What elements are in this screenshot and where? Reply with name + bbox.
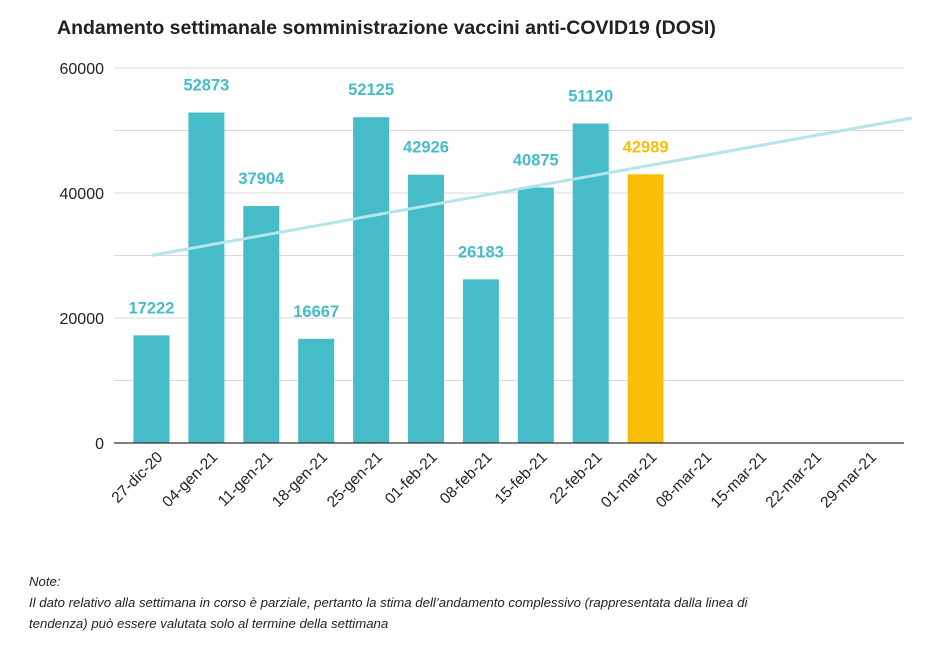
bar <box>408 174 444 443</box>
x-tick-label: 15-mar-21 <box>708 449 771 512</box>
y-tick-label: 40000 <box>60 186 105 203</box>
data-label: 37904 <box>238 170 285 188</box>
bars <box>133 112 664 443</box>
x-tick-label: 08-feb-21 <box>437 449 496 508</box>
x-axis-labels: 27-dic-2004-gen-2111-gen-2118-gen-2125-g… <box>109 449 880 512</box>
x-tick-label: 25-gen-21 <box>324 449 386 511</box>
data-label: 52873 <box>183 77 229 95</box>
bar <box>353 117 390 443</box>
x-tick-label: 01-feb-21 <box>382 449 441 508</box>
bar <box>188 112 225 443</box>
data-label: 16667 <box>293 303 339 321</box>
bar <box>462 279 499 443</box>
data-label: 40875 <box>513 152 559 170</box>
data-label: 42989 <box>623 138 669 156</box>
x-tick-label: 27-dic-20 <box>109 449 167 507</box>
y-tick-label: 0 <box>95 436 104 453</box>
bar-chart: 0 20000 40000 60000 17222 52873 37904 16667 521… <box>60 61 913 512</box>
bar <box>243 206 280 443</box>
x-tick-label: 01-mar-21 <box>598 449 661 512</box>
gridlines <box>114 67 904 381</box>
data-label: 42926 <box>403 139 449 157</box>
bar <box>133 335 170 443</box>
note-text-line-1: Il dato relativo alla settimana in corso… <box>29 595 748 610</box>
x-tick-label: 22-feb-21 <box>547 449 606 508</box>
y-tick-label: 20000 <box>60 311 105 328</box>
x-tick-label: 29-mar-21 <box>817 449 880 512</box>
y-axis-ticks: 0 20000 40000 60000 <box>60 61 105 453</box>
bar <box>517 187 554 443</box>
trendline <box>151 116 913 257</box>
chart-title: Andamento settimanale somministrazione v… <box>57 17 716 39</box>
data-label: 51120 <box>568 88 613 106</box>
bar <box>572 123 609 443</box>
data-label: 17222 <box>129 299 175 317</box>
x-tick-label: 11-gen-21 <box>215 449 276 510</box>
bar <box>298 338 335 443</box>
y-tick-label: 60000 <box>60 61 105 78</box>
note-text-line-2: tendenza) può essere valutata solo al te… <box>29 616 389 631</box>
x-tick-label: 08-mar-21 <box>653 449 716 512</box>
bar <box>627 174 664 443</box>
data-label: 26183 <box>458 243 504 261</box>
x-tick-label: 04-gen-21 <box>159 449 221 511</box>
trendline-group <box>151 116 913 257</box>
x-tick-label: 22-mar-21 <box>763 449 826 512</box>
x-tick-label: 15-feb-21 <box>492 449 551 508</box>
x-tick-label: 18-gen-21 <box>269 449 331 511</box>
data-labels: 17222 52873 37904 16667 52125 42926 26183 40875… <box>129 77 669 321</box>
data-label: 52125 <box>348 81 394 99</box>
note-heading: Note: <box>29 574 61 589</box>
